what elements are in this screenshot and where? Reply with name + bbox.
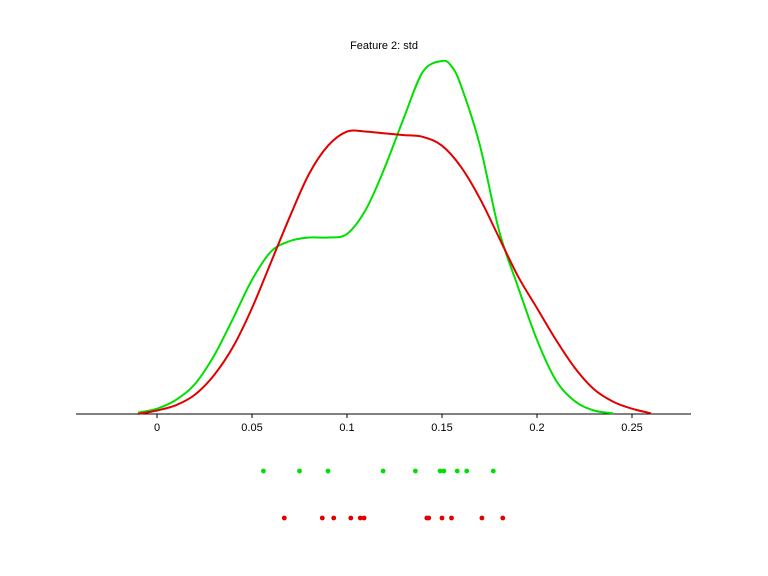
- sample-point-1: [437, 468, 443, 474]
- sample-point-2: [500, 515, 506, 521]
- sample-dots: [261, 468, 506, 521]
- x-tick-label: 0.05: [241, 422, 262, 434]
- x-axis-ticks: 0 0.05 0.1 0.15 0.2 0.25: [154, 414, 643, 434]
- density-line-1: [137, 59, 614, 415]
- sample-point-1: [464, 468, 470, 474]
- sample-point-2: [319, 515, 325, 521]
- sample-point-2: [479, 515, 485, 521]
- sample-point-2: [439, 515, 445, 521]
- sample-point-1: [413, 468, 418, 474]
- density-curves: [137, 59, 652, 415]
- density-line-2: [137, 129, 652, 415]
- sample-point-2: [331, 515, 337, 521]
- sample-point-2: [281, 515, 287, 521]
- sample-point-1: [490, 468, 496, 474]
- x-tick-label: 0.1: [339, 422, 354, 434]
- sample-point-1: [261, 468, 266, 474]
- sample-point-1: [454, 468, 460, 474]
- sample-point-2: [449, 515, 454, 521]
- sample-point-1: [380, 468, 386, 474]
- sample-point-1: [441, 468, 447, 474]
- sample-point-1: [297, 468, 302, 474]
- x-tick-label: 0.2: [529, 422, 544, 434]
- x-tick-label: 0.15: [431, 422, 452, 434]
- sample-point-2: [348, 515, 354, 521]
- x-tick-label: 0: [154, 422, 160, 434]
- sample-point-1: [325, 468, 331, 474]
- sample-point-2: [361, 515, 367, 521]
- chart-title: Feature 2: std: [350, 40, 418, 52]
- x-tick-label: 0.25: [621, 422, 642, 434]
- sample-point-2: [426, 515, 432, 521]
- sample-point-2: [357, 515, 363, 521]
